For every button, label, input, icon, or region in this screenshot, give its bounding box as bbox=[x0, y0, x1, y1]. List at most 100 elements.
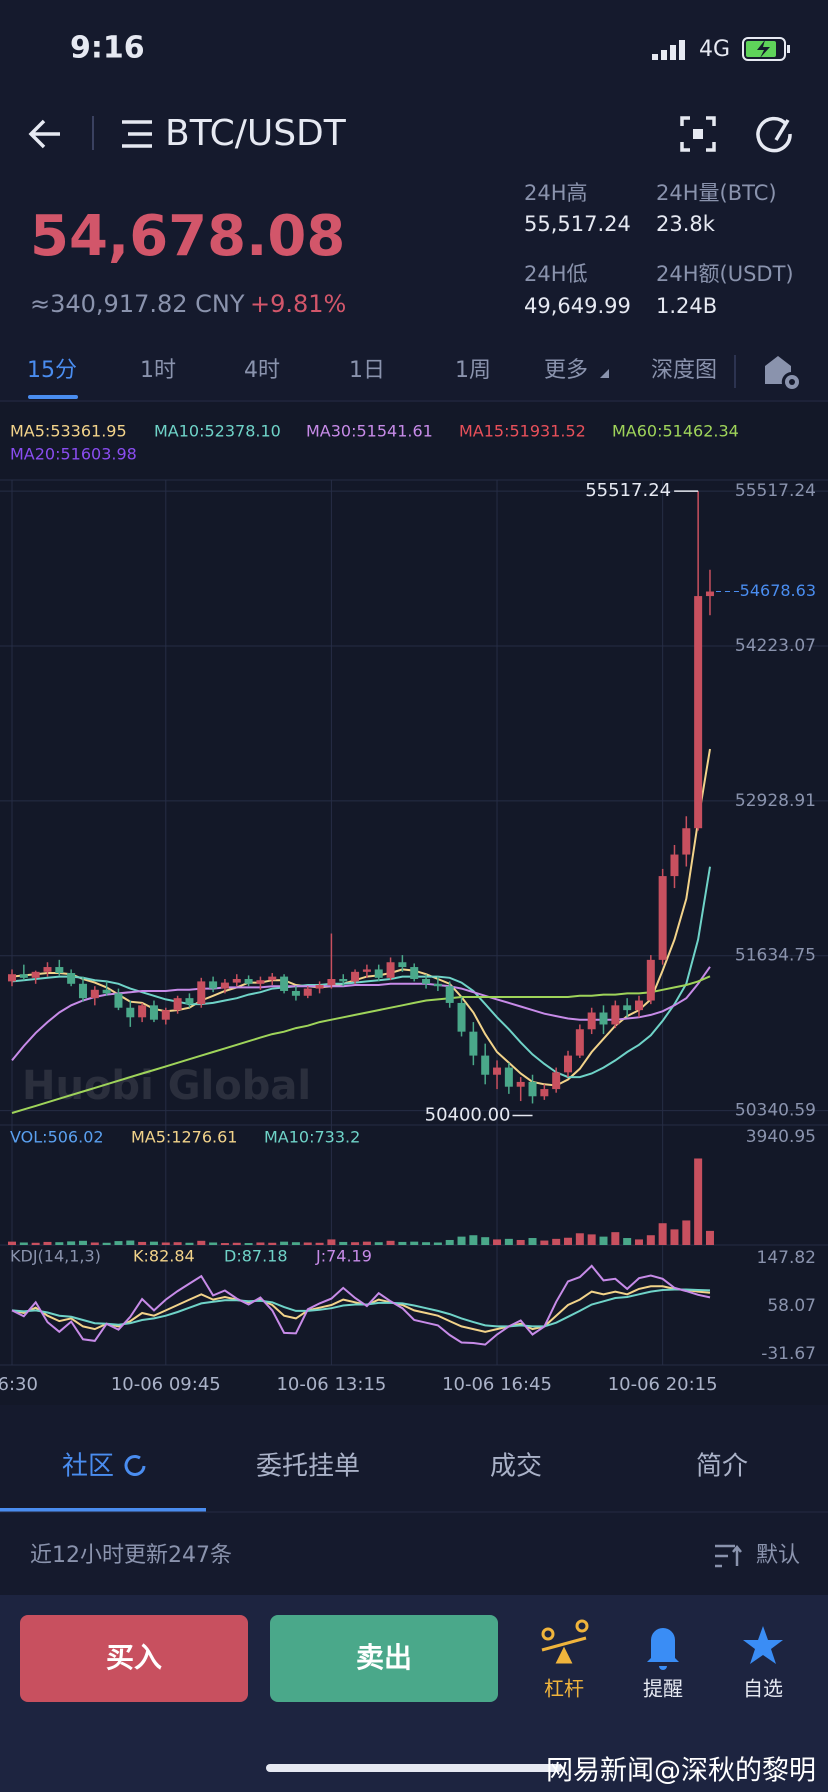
interval-tab[interactable]: 1周 bbox=[455, 358, 491, 383]
menu-icon[interactable] bbox=[122, 120, 152, 148]
back-button[interactable] bbox=[28, 119, 60, 149]
volume-bar bbox=[303, 1242, 312, 1245]
content-tab[interactable]: 简介 bbox=[696, 1452, 748, 1482]
volume-bar bbox=[67, 1241, 76, 1245]
ma-line bbox=[11, 748, 711, 1087]
network: 4G bbox=[699, 37, 730, 62]
candle-body bbox=[185, 998, 194, 1005]
volume-bar bbox=[587, 1234, 596, 1245]
buy-label[interactable]: 买入 bbox=[106, 1641, 162, 1674]
volume-bar bbox=[90, 1242, 99, 1245]
sort-label[interactable]: 默认 bbox=[756, 1543, 800, 1568]
candle-body bbox=[504, 1067, 513, 1087]
kdj-tick-label: 58.07 bbox=[767, 1296, 816, 1316]
volume-bar bbox=[8, 1241, 16, 1245]
settings-icon[interactable] bbox=[765, 356, 799, 389]
content-tab[interactable]: 委托挂单 bbox=[256, 1452, 360, 1482]
candle-body bbox=[351, 971, 360, 982]
candle-body bbox=[197, 981, 206, 1005]
volume-bar bbox=[161, 1242, 170, 1245]
interval-tab[interactable]: 1时 bbox=[140, 358, 176, 383]
x-tick-label: 06:30 bbox=[0, 1374, 38, 1395]
candle-body bbox=[126, 1007, 135, 1018]
volume-bar bbox=[670, 1229, 679, 1245]
volume-bar bbox=[386, 1240, 395, 1245]
content-tab[interactable]: 成交 bbox=[490, 1452, 542, 1482]
kdj-legend: KDJ(14,1,3) bbox=[10, 1247, 101, 1266]
volume-bar bbox=[540, 1240, 549, 1245]
vol-legend: MA10:733.2 bbox=[264, 1128, 360, 1147]
leverage-icon[interactable] bbox=[541, 1619, 589, 1664]
volume-bar bbox=[244, 1243, 253, 1245]
buy-button[interactable] bbox=[20, 1615, 248, 1702]
content-tab[interactable]: 社区 bbox=[62, 1452, 114, 1482]
sort-icon[interactable] bbox=[715, 1544, 742, 1568]
candle-body bbox=[315, 984, 324, 989]
dropdown-caret bbox=[600, 369, 609, 378]
candle-body bbox=[528, 1081, 537, 1097]
y-tick-label: 51634.75 bbox=[735, 946, 816, 966]
kdj-legend: D:87.18 bbox=[224, 1247, 288, 1266]
leverage-label[interactable]: 杠杆 bbox=[544, 1677, 584, 1701]
ma-legend: MA30:51541.61 bbox=[306, 422, 433, 441]
candle-body bbox=[67, 973, 76, 984]
volume-bar bbox=[634, 1239, 643, 1245]
volume-bar bbox=[351, 1242, 360, 1245]
low-label: 50400.00 bbox=[425, 1104, 511, 1125]
volume-bar bbox=[114, 1241, 123, 1245]
last-price-label: 54678.63 bbox=[740, 581, 816, 600]
stat-value: 49,649.99 bbox=[524, 294, 631, 318]
sell-button[interactable] bbox=[270, 1615, 498, 1702]
candle-body bbox=[599, 1012, 608, 1025]
stat-value: 1.24B bbox=[656, 294, 717, 318]
footer-watermark: 网易新闻@深秋的黎明 bbox=[546, 1756, 816, 1787]
volume-bar bbox=[410, 1241, 419, 1245]
signal-icon bbox=[652, 40, 685, 60]
candle-body bbox=[114, 993, 123, 1008]
scan-icon[interactable] bbox=[680, 116, 716, 152]
kdj-tick-label: -31.67 bbox=[761, 1344, 816, 1364]
watchlist-label[interactable]: 自选 bbox=[743, 1677, 783, 1701]
home-indicator bbox=[266, 1764, 562, 1772]
volume-bar bbox=[623, 1238, 632, 1245]
candle-body bbox=[8, 974, 16, 982]
volume-bar bbox=[102, 1242, 111, 1245]
candle-body bbox=[374, 969, 383, 978]
interval-tab[interactable]: 15分 bbox=[27, 358, 77, 383]
candle-body bbox=[705, 591, 714, 597]
volume-bar bbox=[481, 1237, 490, 1245]
kdj-line bbox=[11, 1288, 711, 1328]
volume-bar bbox=[185, 1242, 194, 1245]
watchlist-icon[interactable] bbox=[743, 1626, 783, 1664]
alert-icon[interactable] bbox=[647, 1628, 679, 1670]
refresh-icon[interactable] bbox=[124, 1455, 146, 1476]
candle-body bbox=[682, 828, 691, 855]
candle-body bbox=[280, 976, 289, 991]
interval-tab[interactable]: 4时 bbox=[244, 358, 280, 383]
refresh-icon[interactable] bbox=[756, 116, 792, 153]
status-time: 9:16 bbox=[70, 31, 145, 66]
y-tick-label: 50340.59 bbox=[735, 1101, 816, 1121]
stat-label: 24H低 bbox=[524, 262, 588, 286]
candle-body bbox=[634, 1000, 643, 1011]
ma-legend: MA10:52378.10 bbox=[154, 422, 281, 441]
sell-label[interactable]: 卖出 bbox=[356, 1641, 412, 1674]
candle-body bbox=[244, 979, 253, 984]
x-tick-label: 10-06 09:45 bbox=[111, 1374, 221, 1395]
interval-tab[interactable]: 1日 bbox=[349, 358, 385, 383]
candle-body bbox=[138, 1005, 147, 1018]
volume-bar bbox=[611, 1232, 620, 1245]
kdj-tick-label: 147.82 bbox=[757, 1248, 816, 1268]
candle-body bbox=[493, 1067, 502, 1075]
kline-chart: 06:30 10-06 09:45 10-06 13:15 10-06 16:45 10… bbox=[0, 422, 828, 1395]
interval-tab[interactable]: 深度图 bbox=[651, 358, 717, 383]
battery-icon bbox=[742, 37, 790, 61]
volume-bar bbox=[682, 1220, 691, 1245]
interval-tab[interactable]: 更多 bbox=[544, 358, 588, 383]
tab-underline bbox=[0, 1508, 206, 1512]
candle-body bbox=[646, 959, 655, 1001]
ma-legend: MA5:53361.95 bbox=[10, 422, 127, 441]
alert-label[interactable]: 提醒 bbox=[643, 1677, 683, 1701]
candle-body bbox=[291, 990, 300, 996]
